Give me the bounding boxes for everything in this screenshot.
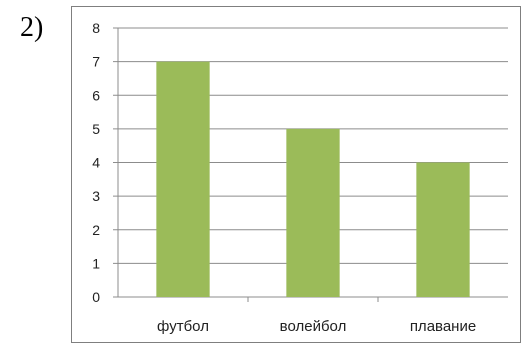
- y-tick-label: 7: [92, 54, 100, 70]
- y-tick-labels: 0 1 2 3 4 5 6 7 8: [92, 20, 100, 305]
- item-number: 2): [20, 12, 44, 43]
- y-tick-label: 0: [92, 289, 100, 305]
- y-tick-label: 4: [92, 155, 100, 171]
- y-tick-label: 3: [92, 188, 100, 204]
- y-tick-label: 6: [92, 87, 100, 103]
- y-tick-label: 1: [92, 255, 100, 271]
- x-category-label: футбол: [157, 318, 209, 335]
- x-category-label: плавание: [410, 318, 476, 335]
- x-category-label: волейбол: [280, 318, 347, 335]
- bar-2: [416, 162, 470, 297]
- y-tick-label: 8: [92, 20, 100, 36]
- y-tick-label: 5: [92, 121, 100, 137]
- x-category-labels: футбол волейбол плавание: [157, 318, 476, 335]
- y-tick-label: 2: [92, 222, 100, 238]
- bar-1: [286, 128, 340, 297]
- bar-0: [156, 61, 210, 297]
- bars: [156, 61, 470, 297]
